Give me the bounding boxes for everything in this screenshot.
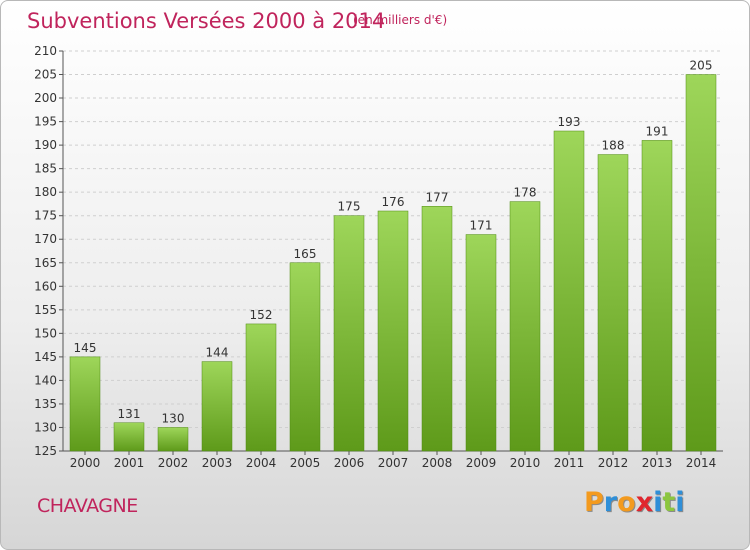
brand-letter: t <box>662 487 676 518</box>
data-label-2008: 177 <box>426 190 449 204</box>
y-tick-label: 210 <box>34 44 57 58</box>
y-tick-label: 155 <box>34 303 57 317</box>
brand-letter: i <box>675 487 685 518</box>
brand-letter: i <box>653 487 663 518</box>
y-tick-label: 195 <box>34 115 57 129</box>
data-label-2001: 131 <box>118 407 141 421</box>
y-tick-label: 130 <box>34 420 57 434</box>
bar-2003 <box>201 361 233 452</box>
y-tick-label: 190 <box>34 138 57 152</box>
bar-2007 <box>377 210 409 452</box>
chart-subtitle: (en milliers d'€) <box>353 13 448 27</box>
bar-2010 <box>509 201 541 452</box>
y-tick-label: 145 <box>34 350 57 364</box>
bar-2009 <box>465 234 497 452</box>
labels: 125 130 135 140 145 150 155 160 165 170 175 180 185 1… <box>34 44 716 470</box>
bar-2011 <box>553 130 585 452</box>
x-tick-label-2000: 2000 <box>70 456 101 470</box>
bar-2014 <box>685 74 717 452</box>
y-tick-label: 200 <box>34 91 57 105</box>
x-tick-label-2002: 2002 <box>158 456 189 470</box>
y-tick-label: 205 <box>34 68 57 82</box>
data-label-2009: 171 <box>470 219 493 233</box>
brand-letter: r <box>603 487 618 518</box>
x-tick-label-2004: 2004 <box>246 456 277 470</box>
y-tick-label: 150 <box>34 326 57 340</box>
data-label-2013: 191 <box>646 124 669 138</box>
y-tick-label: 135 <box>34 397 57 411</box>
bar-2012 <box>597 154 629 452</box>
bar-2001 <box>113 422 145 452</box>
bar-2002 <box>157 427 189 452</box>
y-tick-label: 175 <box>34 209 57 223</box>
bar-2006 <box>333 215 365 452</box>
bars <box>69 74 717 452</box>
data-label-2006: 175 <box>338 200 361 214</box>
y-tick-label: 140 <box>34 373 57 387</box>
brand-logo: Proxiti <box>584 487 685 518</box>
brand-letter: o <box>617 487 636 518</box>
chart-title: Subventions Versées 2000 à 2014 <box>27 9 386 33</box>
y-tick-label: 165 <box>34 256 57 270</box>
data-label-2004: 152 <box>250 308 273 322</box>
data-label-2010: 178 <box>514 186 537 200</box>
x-tick-label-2007: 2007 <box>378 456 409 470</box>
y-tick-label: 180 <box>34 185 57 199</box>
y-tick-label: 185 <box>34 162 57 176</box>
brand-letter: x <box>635 487 654 518</box>
data-label-2011: 193 <box>558 115 581 129</box>
place-name: CHAVAGNE <box>37 495 138 517</box>
bar-2013 <box>641 140 673 452</box>
y-tick-label: 170 <box>34 232 57 246</box>
x-tick-label-2006: 2006 <box>334 456 365 470</box>
bar-2004 <box>245 323 277 452</box>
x-tick-label-2008: 2008 <box>422 456 453 470</box>
data-label-2012: 188 <box>602 139 625 153</box>
bar-2008 <box>421 206 453 452</box>
x-tick-label-2001: 2001 <box>114 456 145 470</box>
x-tick-label-2011: 2011 <box>554 456 585 470</box>
bar-2000 <box>69 356 101 452</box>
data-label-2000: 145 <box>74 341 97 355</box>
data-label-2007: 176 <box>382 195 405 209</box>
y-tick-label: 125 <box>34 444 57 458</box>
y-tick-label: 160 <box>34 279 57 293</box>
x-tick-label-2012: 2012 <box>598 456 629 470</box>
x-tick-label-2005: 2005 <box>290 456 321 470</box>
data-label-2005: 165 <box>294 247 317 261</box>
data-label-2003: 144 <box>206 346 229 360</box>
x-tick-label-2014: 2014 <box>686 456 717 470</box>
x-tick-label-2010: 2010 <box>510 456 541 470</box>
x-tick-label-2003: 2003 <box>202 456 233 470</box>
x-tick-label-2009: 2009 <box>466 456 497 470</box>
data-label-2014: 205 <box>690 59 713 73</box>
data-label-2002: 130 <box>162 411 185 425</box>
brand-letter: P <box>584 487 604 518</box>
x-tick-label-2013: 2013 <box>642 456 673 470</box>
bar-2005 <box>289 262 321 452</box>
